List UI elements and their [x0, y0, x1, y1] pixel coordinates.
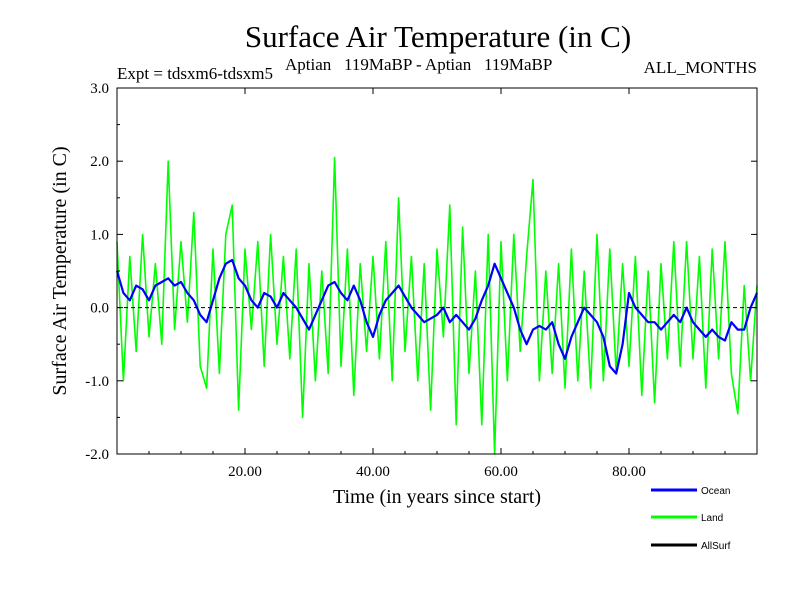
chart-title: Surface Air Temperature (in C): [245, 19, 631, 54]
ocean-series-line: [115, 258, 759, 375]
y-tick-label: 1.0: [90, 227, 109, 243]
y-tick-label: 3.0: [90, 81, 109, 97]
x-tick-label: 40.00: [356, 464, 390, 480]
x-axis-label: Time (in years since start): [333, 486, 541, 508]
legend-label-ocean: Ocean: [701, 486, 730, 497]
legend-label-allsurf: AllSurf: [701, 541, 731, 552]
land-series: [116, 156, 758, 455]
subtitle-months: ALL_MONTHS: [644, 58, 757, 77]
subtitle-period: Aptian 119MaBP - Aptian 119MaBP: [285, 55, 552, 74]
legend-label-land: Land: [701, 513, 723, 524]
y-tick-label: -2.0: [85, 447, 109, 463]
ocean-series: [115, 258, 759, 375]
x-tick-label: 20.00: [228, 464, 262, 480]
y-tick-label: -1.0: [85, 374, 109, 390]
x-tick-label: 80.00: [612, 464, 646, 480]
subtitle-experiment: Expt = tdsxm6-tdsxm5: [117, 64, 273, 83]
x-tick-label: 60.00: [484, 464, 518, 480]
y-tick-label: 0.0: [90, 301, 109, 317]
y-axis: -2.0 -1.0 0.0 1.0 2.0 3.0: [85, 81, 757, 463]
plot-area: [115, 156, 759, 455]
y-tick-label: 2.0: [90, 154, 109, 170]
legend: Ocean Land AllSurf: [651, 486, 731, 552]
land-series-line: [116, 156, 758, 455]
y-axis-label: Surface Air Temperature (in C): [49, 146, 71, 395]
x-axis: 20.00 40.00 60.00 80.00: [148, 88, 726, 480]
